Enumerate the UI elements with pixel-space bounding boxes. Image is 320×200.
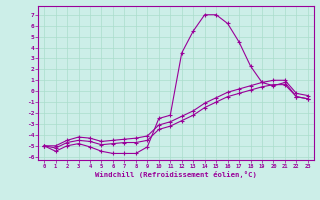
X-axis label: Windchill (Refroidissement éolien,°C): Windchill (Refroidissement éolien,°C) — [95, 171, 257, 178]
